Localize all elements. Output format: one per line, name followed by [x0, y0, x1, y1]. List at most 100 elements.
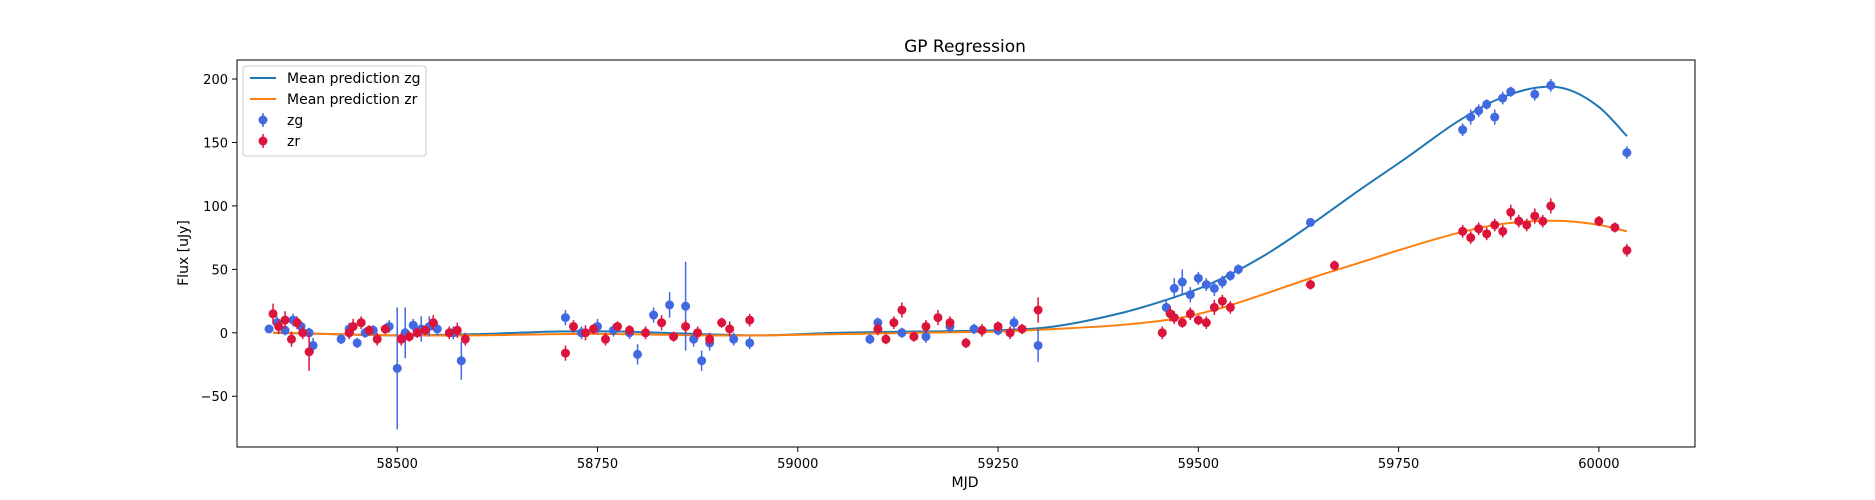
data-point-zg — [1209, 283, 1219, 293]
data-point-zr — [1033, 305, 1043, 315]
data-point-zr — [961, 338, 971, 348]
data-point-zr — [568, 321, 578, 331]
data-point-zg — [560, 313, 570, 323]
data-point-zg — [1530, 89, 1540, 99]
data-point-zg — [392, 363, 402, 373]
data-point-zg — [633, 349, 643, 359]
data-point-zr — [298, 328, 308, 338]
data-point-zr — [1474, 224, 1484, 234]
legend-label-zr: zr — [287, 134, 300, 150]
data-point-zr — [681, 321, 691, 331]
x-tick-label: 59750 — [1378, 457, 1419, 472]
data-point-zr — [933, 313, 943, 323]
data-point-zr — [641, 328, 651, 338]
data-point-zr — [412, 328, 422, 338]
data-point-zg — [1490, 112, 1500, 122]
data-point-zr — [613, 321, 623, 331]
data-point-zr — [705, 334, 715, 344]
data-point-zg — [1201, 280, 1211, 290]
data-point-zr — [657, 318, 667, 328]
data-point-zg — [1498, 93, 1508, 103]
data-point-zr — [1610, 222, 1620, 232]
legend-swatch-zg-marker — [258, 115, 268, 125]
data-point-zr — [444, 328, 454, 338]
data-point-zr — [560, 348, 570, 358]
data-point-zr — [1225, 302, 1235, 312]
data-point-zg — [264, 324, 274, 334]
legend-box — [242, 65, 427, 157]
data-point-zr — [1177, 318, 1187, 328]
x-tick-label: 59000 — [777, 457, 818, 472]
data-point-zr — [1522, 220, 1532, 230]
data-point-zr — [977, 325, 987, 335]
data-point-zr — [717, 318, 727, 328]
data-point-zr — [372, 334, 382, 344]
legend-label-zg-line: Mean prediction zg — [287, 71, 421, 87]
data-point-zg — [1225, 271, 1235, 281]
data-point-zr — [909, 332, 919, 342]
data-point-zr — [1458, 226, 1468, 236]
data-point-zg — [665, 300, 675, 310]
data-point-zr — [1157, 328, 1167, 338]
data-point-zr — [1594, 216, 1604, 226]
data-point-zr — [669, 332, 679, 342]
data-point-zg — [1009, 318, 1019, 328]
series-line-zg — [273, 85, 1628, 337]
data-point-zg — [1193, 273, 1203, 283]
data-point-zg — [865, 334, 875, 344]
data-point-zg — [1466, 112, 1476, 122]
data-point-zg — [1033, 340, 1043, 350]
data-point-zr — [364, 325, 374, 335]
data-point-zr — [625, 325, 635, 335]
y-tick-label: 0 — [220, 327, 228, 342]
data-point-zg — [1546, 80, 1556, 90]
y-tick-label: 150 — [203, 136, 228, 151]
data-point-zg — [456, 356, 466, 366]
legend: Mean prediction zg Mean prediction zr zg… — [242, 65, 427, 157]
x-tick-label: 59500 — [1178, 457, 1219, 472]
data-point-zr — [1490, 220, 1500, 230]
data-point-zr — [396, 334, 406, 344]
x-axis-label: MJD — [952, 475, 979, 491]
y-tick-label: 50 — [211, 263, 228, 278]
data-point-zg — [729, 334, 739, 344]
data-point-zr — [1193, 315, 1203, 325]
data-point-zr — [460, 334, 470, 344]
data-point-zr — [1538, 216, 1548, 226]
data-point-zr — [889, 318, 899, 328]
data-point-zr — [356, 318, 366, 328]
legend-label-zg: zg — [287, 113, 303, 129]
data-point-zr — [1622, 245, 1632, 255]
data-point-zg — [1458, 125, 1468, 135]
legend-label-zr-line: Mean prediction zr — [287, 92, 418, 108]
data-point-zg — [745, 338, 755, 348]
x-axis: 58500 58750 59000 59250 59500 59750 60000 — [377, 447, 1620, 472]
data-point-zr — [993, 321, 1003, 331]
data-point-zr — [881, 334, 891, 344]
data-point-zr — [452, 325, 462, 335]
plot-area — [264, 79, 1632, 430]
data-point-zr — [1169, 313, 1179, 323]
data-point-zg — [1474, 106, 1484, 116]
data-point-zr — [1217, 296, 1227, 306]
plot-frame — [236, 59, 1696, 448]
data-point-zg — [1177, 277, 1187, 287]
data-point-zg — [649, 310, 659, 320]
data-point-zr — [921, 321, 931, 331]
data-point-zr — [1498, 226, 1508, 236]
data-point-zg — [969, 324, 979, 334]
data-point-zr — [1506, 207, 1516, 217]
data-point-zr — [420, 325, 430, 335]
data-point-zr — [1514, 216, 1524, 226]
data-point-zr — [725, 324, 735, 334]
data-point-zg — [408, 320, 418, 330]
data-point-zg — [1305, 217, 1315, 227]
data-point-zr — [404, 332, 414, 342]
data-point-zr — [428, 318, 438, 328]
data-point-zg — [1622, 148, 1632, 158]
data-point-zr — [1185, 309, 1195, 319]
data-point-zg — [681, 301, 691, 311]
data-point-zr — [1209, 302, 1219, 312]
data-point-zg — [921, 332, 931, 342]
